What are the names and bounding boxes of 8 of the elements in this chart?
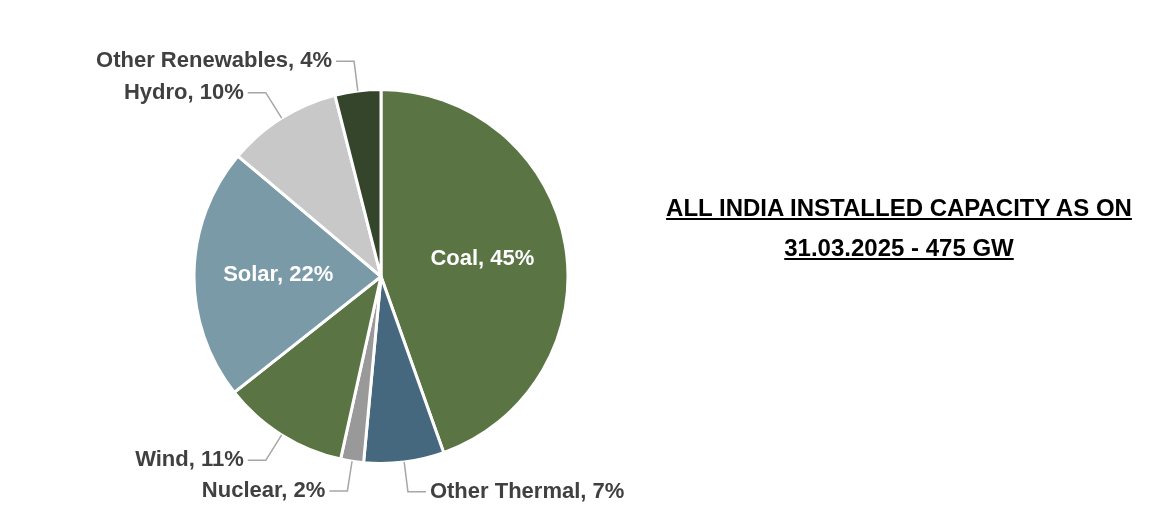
slice-label: Other Renewables, 4% xyxy=(96,47,333,73)
slice-label: Nuclear, 2% xyxy=(201,476,326,502)
slice-label: Hydro, 10% xyxy=(123,78,244,104)
slice-label: Coal, 45% xyxy=(430,245,535,271)
slice-label: Other Thermal, 7% xyxy=(429,477,625,503)
slice-label: Wind, 11% xyxy=(135,446,244,472)
slice-label: Solar, 22% xyxy=(223,260,334,286)
text: ALL INDIA INSTALLED CAPACITY AS ON 31.03.2025 - 475 GW xyxy=(665,193,1133,263)
